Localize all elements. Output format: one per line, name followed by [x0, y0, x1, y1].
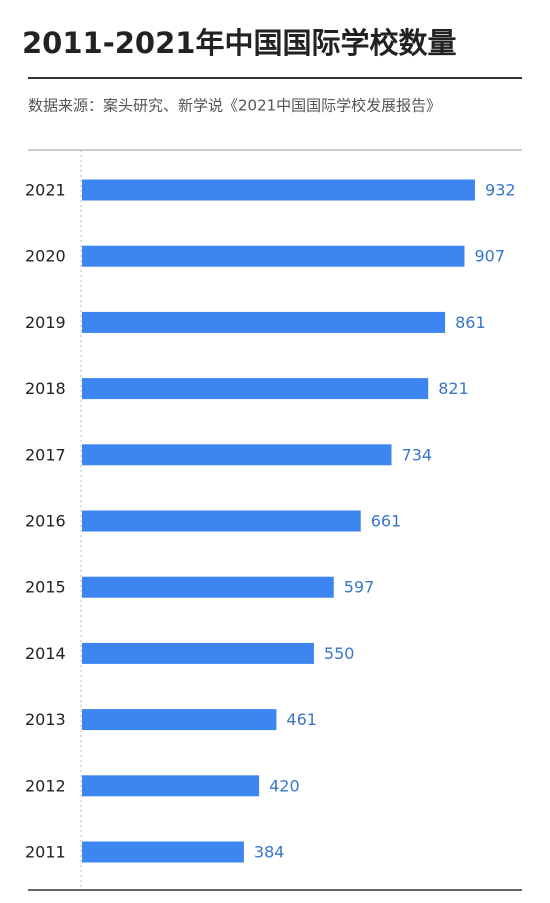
value-label: 420	[269, 776, 300, 795]
value-label: 734	[402, 445, 433, 464]
bar	[82, 709, 277, 731]
value-label: 861	[455, 313, 486, 332]
y-tick-label: 2017	[25, 445, 66, 464]
chart-subtitle: 数据来源：案头研究、新学说《2021中国国际学校发展报告》	[28, 97, 441, 115]
value-label: 597	[344, 578, 375, 597]
bar	[82, 311, 446, 333]
bar	[82, 179, 476, 201]
y-tick-label: 2013	[25, 710, 66, 729]
value-label: 932	[485, 181, 516, 200]
y-tick-label: 2012	[25, 776, 66, 795]
y-tick-label: 2011	[25, 843, 66, 862]
bar	[82, 245, 465, 267]
bar	[82, 378, 429, 400]
bar	[82, 510, 361, 532]
value-label: 550	[324, 644, 355, 663]
y-tick-label: 2015	[25, 578, 66, 597]
value-label: 384	[254, 843, 285, 862]
bar	[82, 444, 392, 466]
chart-title: 2011-2021年中国国际学校数量	[22, 26, 456, 60]
bar	[82, 576, 334, 598]
value-label: 821	[438, 379, 469, 398]
value-label: 661	[371, 512, 402, 531]
y-tick-label: 2016	[25, 512, 66, 531]
y-tick-label: 2021	[25, 181, 66, 200]
y-tick-label: 2019	[25, 313, 66, 332]
y-tick-label: 2018	[25, 379, 66, 398]
value-label: 461	[286, 710, 317, 729]
value-label: 907	[474, 247, 505, 266]
bar	[82, 841, 244, 863]
bar	[82, 642, 314, 664]
y-tick-label: 2020	[25, 247, 66, 266]
y-tick-label: 2014	[25, 644, 66, 663]
bar	[82, 775, 260, 797]
